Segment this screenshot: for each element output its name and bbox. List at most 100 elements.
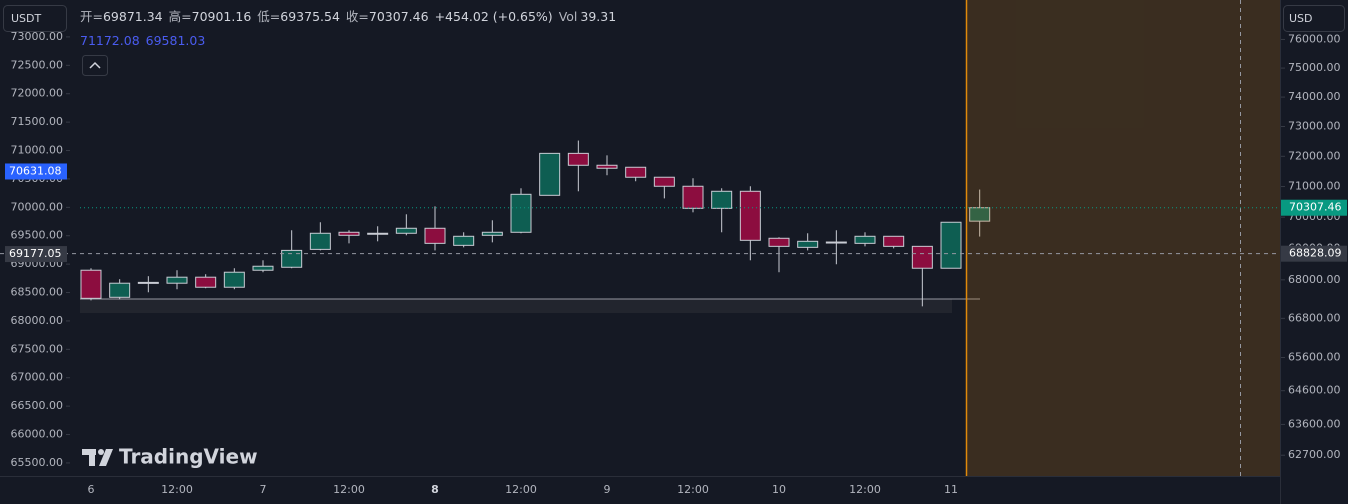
last-price-badge: [1281, 199, 1347, 216]
candle-body: [969, 207, 991, 222]
legend-value: 69375.54: [280, 9, 340, 24]
logo-text: TradingView: [119, 445, 258, 469]
y2-tick-label: 69500.00: [11, 229, 64, 242]
candle-body: [911, 245, 933, 269]
y-tick-label: 71000.00: [1288, 180, 1341, 193]
y2-tick-label: 73000.00: [11, 30, 64, 43]
candle-body: [223, 271, 245, 288]
candle-body: [338, 231, 360, 236]
candle-body: [109, 282, 131, 298]
candle-body: [195, 276, 217, 288]
candle-body: [653, 176, 675, 187]
y-tick-label: 72000.00: [1288, 149, 1341, 162]
candle-body: [797, 240, 819, 248]
candle-body: [711, 190, 733, 209]
candle-body: [596, 164, 618, 169]
candle-body: [166, 276, 188, 284]
price-marker-label: 70631.08: [9, 164, 62, 177]
y-tick-label: 76000.00: [1288, 32, 1341, 45]
indicator-legend: 71172.08 69581.03: [80, 33, 205, 48]
crosshair-label: 69177.05: [9, 247, 62, 260]
candle-body: [539, 152, 561, 196]
candles: [80, 140, 991, 307]
x-tick-label: 12:00: [333, 483, 365, 496]
y-tick-label: 65600.00: [1288, 350, 1341, 363]
candle-body: [309, 232, 331, 250]
candle-body: [739, 190, 761, 241]
legend-volume: 39.31: [580, 9, 616, 24]
legend-label: 高=: [169, 9, 192, 24]
y-tick-label: 75000.00: [1288, 61, 1341, 74]
candle-body: [883, 235, 905, 247]
legend-value: 69871.34: [103, 9, 163, 24]
x-tick-label: 6: [88, 483, 95, 496]
candle-body: [424, 227, 446, 244]
y2-tick-label: 66500.00: [11, 399, 64, 412]
x-tick-label: 8: [431, 483, 439, 496]
y2-tick-label: 72000.00: [11, 87, 64, 100]
y2-tick-label: 67000.00: [11, 371, 64, 384]
legend-value: 70307.46: [369, 9, 429, 24]
logo-part: [89, 449, 95, 466]
currency-left[interactable]: USDT: [11, 12, 42, 25]
candle-body: [567, 152, 589, 166]
indicator-value: 69581.03: [146, 33, 206, 48]
last-price-label: 70307.46: [1289, 201, 1342, 214]
legend-label: 低=: [257, 9, 280, 24]
y-tick-label: 68000.00: [1288, 273, 1341, 286]
overlay: 76000.00 75000.00 74000.00 73000.00 72000.00…: [0, 30, 1347, 496]
currency-right[interactable]: USD: [1289, 12, 1313, 25]
y2-tick-label: 70000.00: [11, 200, 64, 213]
ohlc-legend: 开=69871.34 高=70901.16 低=69375.54 收=70307.46…: [80, 9, 616, 24]
candle-body: [80, 269, 102, 299]
currency-box[interactable]: [3, 5, 67, 32]
price-marker-badge: [5, 163, 67, 180]
y-tick-label: 73000.00: [1288, 119, 1341, 132]
x-tick-label: 11: [944, 483, 958, 496]
currency-box[interactable]: [1283, 5, 1345, 32]
crosshair-badge: [1281, 245, 1347, 262]
y-tick-label: 62700.00: [1288, 448, 1341, 461]
x-tick-label: 10: [772, 483, 786, 496]
y2-tick-label: 68000.00: [11, 314, 64, 327]
y2-tick-label: 71000.00: [11, 144, 64, 157]
y2-tick-label: 65500.00: [11, 456, 64, 469]
legend-label: 开=: [80, 9, 103, 24]
y2-tick-label: 72500.00: [11, 58, 64, 71]
candle-body: [682, 185, 704, 209]
candle-body: [367, 232, 389, 235]
legend-change: +454.02 (+0.65%): [435, 9, 553, 24]
x-tick-label: 7: [260, 483, 267, 496]
y-tick-label: 66800.00: [1288, 311, 1341, 324]
x-tick-label: 12:00: [849, 483, 881, 496]
logo-part: [98, 449, 104, 455]
y2-tick-label: 66000.00: [11, 428, 64, 441]
candle-body: [252, 265, 274, 271]
x-tick-label: 12:00: [161, 483, 193, 496]
candle-body: [453, 235, 475, 246]
range-box: [80, 299, 952, 313]
y-tick-label: 74000.00: [1288, 90, 1341, 103]
y2-tick-label: 68500.00: [11, 286, 64, 299]
x-tick-label: 12:00: [505, 483, 537, 496]
shaded-region: [966, 0, 1280, 476]
collapse-button[interactable]: [82, 55, 108, 76]
candle-body: [768, 237, 790, 247]
y2-tick-label: 67500.00: [11, 342, 64, 355]
indicator-value: 71172.08: [80, 33, 140, 48]
y-tick-label: 64600.00: [1288, 384, 1341, 397]
x-tick-label: 12:00: [677, 483, 709, 496]
candle-body: [481, 231, 503, 236]
logo-part: [99, 449, 113, 466]
candle-body: [510, 193, 532, 233]
y2-tick-label: 71500.00: [11, 115, 64, 128]
legend-label: 收=: [346, 9, 369, 24]
crosshair-label: 68828.09: [1289, 247, 1342, 260]
collapse-icon[interactable]: [89, 61, 101, 69]
logo-icon: [82, 449, 113, 466]
y-tick-label: 63600.00: [1288, 417, 1341, 430]
candle-body: [940, 221, 962, 269]
